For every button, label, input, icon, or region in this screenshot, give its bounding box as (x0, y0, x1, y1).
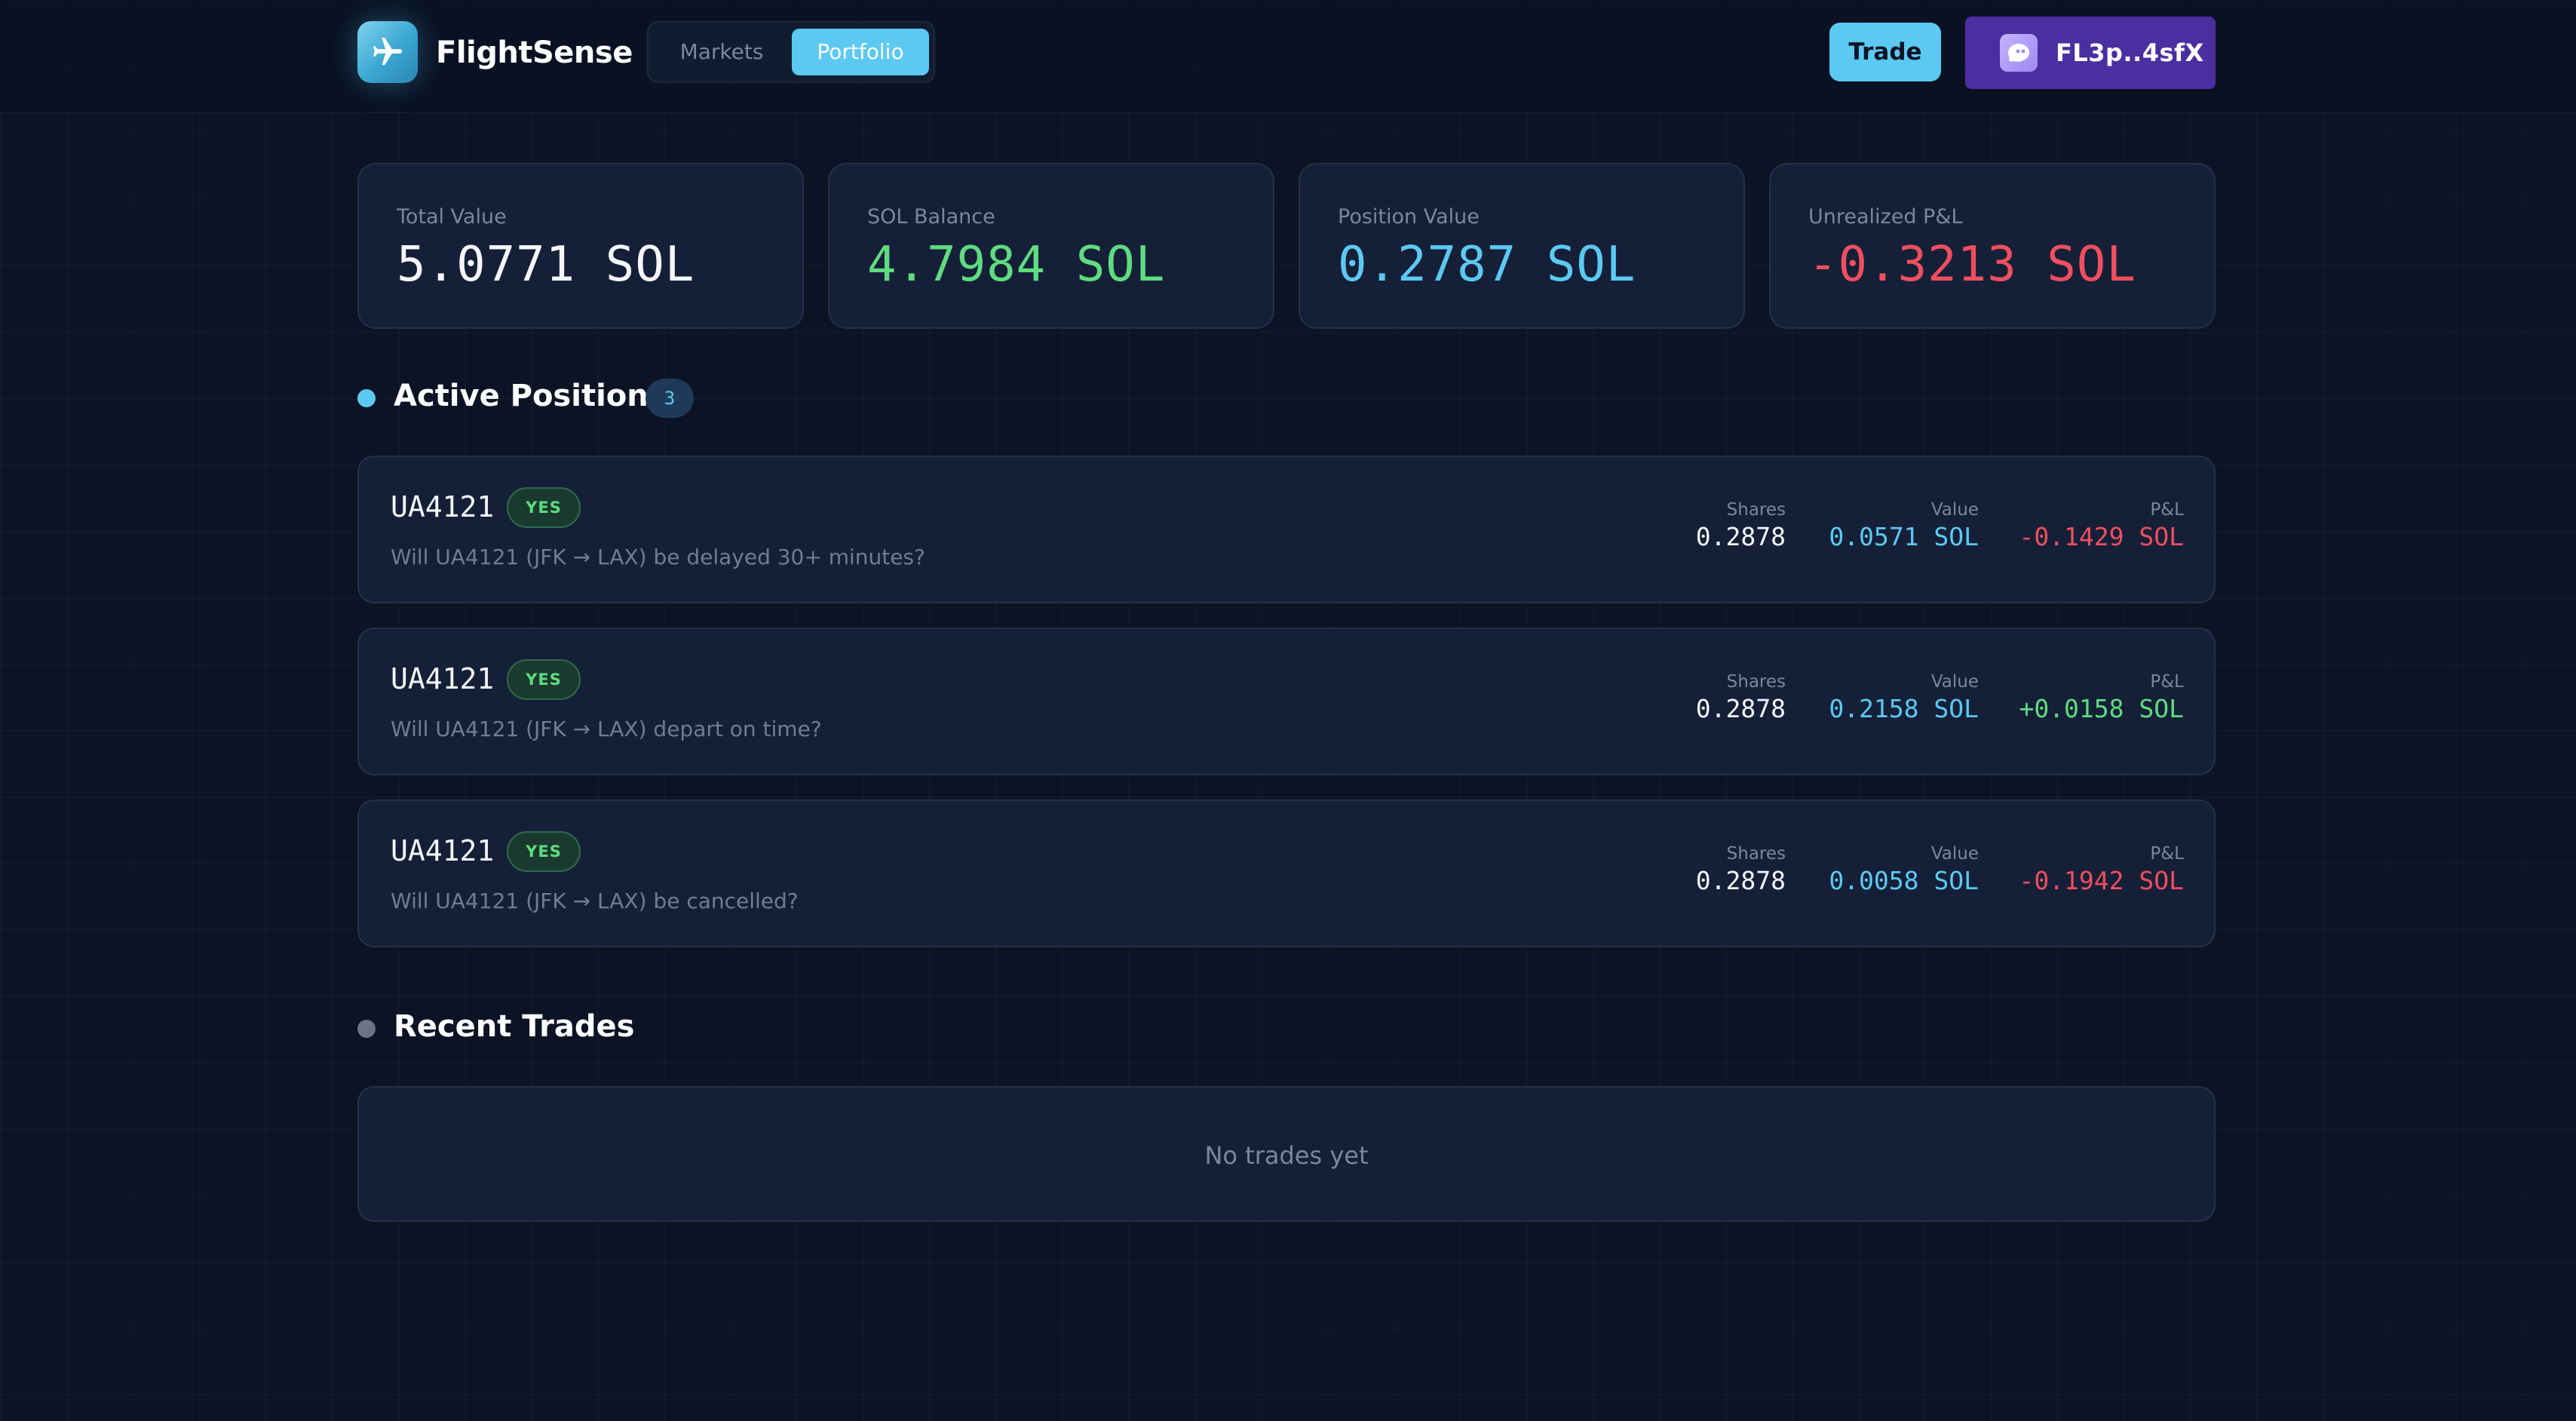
shares-value: 0.2878 (1695, 694, 1786, 723)
stat-value: -0.3213 SOL (1808, 237, 2136, 293)
metric-label: Shares (1726, 844, 1786, 864)
metric-label: Value (1930, 500, 1979, 520)
metric-shares: Shares 0.2878 (1696, 843, 1786, 898)
stat-value: 5.0771 SOL (397, 237, 695, 293)
position-card[interactable]: UA4121 YES Will UA4121 (JFK → LAX) depar… (357, 628, 2216, 775)
wallet-button[interactable]: FL3p..4sfX (1965, 17, 2216, 89)
side-badge: YES (507, 659, 581, 700)
metric-label: Value (1930, 672, 1979, 692)
stat-label: SOL Balance (867, 205, 995, 229)
metric-pnl: P&L +0.0158 SOL (2019, 671, 2184, 726)
metric-label: P&L (2150, 672, 2184, 692)
stat-card-position-value: Position Value 0.2787 SOL (1299, 163, 1745, 329)
metric-shares: Shares 0.2878 (1696, 499, 1786, 554)
position-value: 0.2158 SOL (1829, 694, 1979, 723)
section-title-active-positions: Active Positions (394, 379, 667, 413)
position-value: 0.0571 SOL (1829, 522, 1979, 551)
metric-value: Value 0.0571 SOL (1829, 499, 1979, 554)
metric-label: P&L (2150, 844, 2184, 864)
wallet-address: FL3p..4sfX (2056, 38, 2204, 67)
position-card[interactable]: UA4121 YES Will UA4121 (JFK → LAX) be de… (357, 456, 2216, 603)
phantom-ghost-icon (2000, 34, 2038, 72)
stat-value: 0.2787 SOL (1338, 237, 1636, 293)
metric-value: Value 0.0058 SOL (1829, 843, 1979, 898)
trade-button[interactable]: Trade (1829, 23, 1941, 81)
flight-number: UA4121 (391, 662, 495, 695)
shares-value: 0.2878 (1695, 866, 1786, 895)
pnl-value: +0.0158 SOL (2019, 694, 2184, 723)
section-status-dot (357, 389, 376, 407)
tab-portfolio[interactable]: Portfolio (792, 29, 929, 75)
position-value: 0.0058 SOL (1829, 866, 1979, 895)
side-badge: YES (507, 487, 581, 528)
stat-card-unrealized-pnl: Unrealized P&L -0.3213 SOL (1769, 163, 2216, 329)
airplane-icon (373, 37, 403, 66)
metric-value: Value 0.2158 SOL (1829, 671, 1979, 726)
view-switcher: Markets Portfolio (647, 21, 935, 83)
market-question: Will UA4121 (JFK → LAX) be delayed 30+ m… (391, 545, 925, 569)
stat-label: Position Value (1338, 205, 1480, 229)
market-question: Will UA4121 (JFK → LAX) depart on time? (391, 717, 822, 741)
empty-state-text: No trades yet (1204, 1141, 1369, 1170)
stat-label: Total Value (397, 205, 507, 229)
position-card[interactable]: UA4121 YES Will UA4121 (JFK → LAX) be ca… (357, 800, 2216, 947)
side-badge: YES (507, 831, 581, 872)
metric-pnl: P&L -0.1429 SOL (2019, 499, 2184, 554)
metric-pnl: P&L -0.1942 SOL (2019, 843, 2184, 898)
brand-name: FlightSense (436, 35, 633, 70)
top-navigation-bar: FlightSense Markets Portfolio Trade FL3p… (0, 0, 2576, 113)
pnl-value: -0.1429 SOL (2019, 522, 2184, 551)
metric-label: Shares (1726, 500, 1786, 520)
section-title-recent-trades: Recent Trades (394, 1009, 635, 1044)
stat-label: Unrealized P&L (1808, 205, 1963, 229)
market-question: Will UA4121 (JFK → LAX) be cancelled? (391, 889, 799, 913)
pnl-value: -0.1942 SOL (2019, 866, 2184, 895)
tab-markets[interactable]: Markets (679, 39, 764, 64)
stat-value: 4.7984 SOL (867, 237, 1166, 293)
flight-number: UA4121 (391, 490, 495, 523)
flight-number: UA4121 (391, 834, 495, 867)
stat-card-total-value: Total Value 5.0771 SOL (357, 163, 804, 329)
metric-label: P&L (2150, 500, 2184, 520)
stat-card-sol-balance: SOL Balance 4.7984 SOL (828, 163, 1274, 329)
shares-value: 0.2878 (1695, 522, 1786, 551)
metric-shares: Shares 0.2878 (1696, 671, 1786, 726)
section-status-dot (357, 1020, 376, 1038)
recent-trades-panel: No trades yet (357, 1086, 2216, 1222)
positions-count-badge: 3 (646, 379, 694, 418)
app-logo[interactable] (357, 21, 418, 83)
metric-label: Value (1930, 844, 1979, 864)
metric-label: Shares (1726, 672, 1786, 692)
